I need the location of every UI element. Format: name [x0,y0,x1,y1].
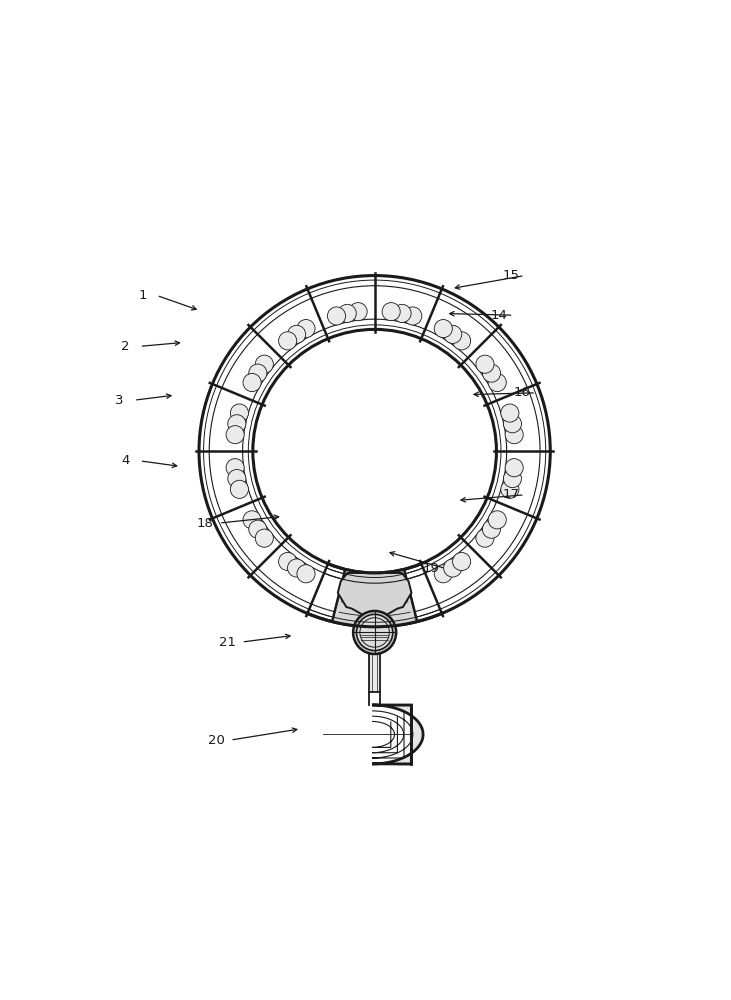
Circle shape [390,580,408,599]
Circle shape [488,373,507,392]
Circle shape [501,404,519,422]
Circle shape [505,426,523,444]
Circle shape [243,373,261,392]
Circle shape [444,325,462,343]
Circle shape [504,415,521,433]
Circle shape [393,304,411,322]
Circle shape [501,480,519,498]
Circle shape [297,565,315,583]
Circle shape [228,470,246,488]
Circle shape [504,470,521,488]
Circle shape [349,303,367,321]
Circle shape [444,559,462,577]
Circle shape [243,511,261,529]
Circle shape [353,611,396,654]
Bar [360,630,390,642]
Circle shape [482,520,501,538]
Circle shape [287,325,306,343]
Circle shape [434,565,452,583]
Circle shape [357,614,393,651]
Polygon shape [332,569,417,627]
Circle shape [226,426,244,444]
Circle shape [452,552,471,571]
Circle shape [366,583,384,601]
Circle shape [488,511,507,529]
Text: 19: 19 [423,562,440,575]
Polygon shape [372,705,423,764]
Text: 3: 3 [115,394,124,407]
Circle shape [230,404,249,422]
Circle shape [297,320,315,338]
Polygon shape [338,573,412,651]
Circle shape [505,459,523,477]
Circle shape [255,355,273,373]
Circle shape [279,332,297,350]
Circle shape [255,529,273,547]
Text: 21: 21 [219,636,236,649]
Circle shape [327,307,346,325]
Circle shape [230,480,249,498]
Circle shape [482,364,501,382]
Circle shape [404,307,422,325]
Text: 14: 14 [491,309,508,322]
Circle shape [249,520,267,538]
Text: 20: 20 [208,734,224,747]
Circle shape [382,303,400,321]
Circle shape [228,415,246,433]
Text: 4: 4 [121,454,129,467]
Circle shape [338,304,356,322]
Circle shape [279,552,297,571]
Bar [369,654,380,692]
Circle shape [249,364,267,382]
Text: 2: 2 [121,340,129,353]
Text: 16: 16 [513,386,531,399]
Circle shape [476,529,494,547]
Text: 17: 17 [502,488,519,501]
Circle shape [287,559,306,577]
Text: 18: 18 [196,517,213,530]
Text: 1: 1 [138,289,147,302]
Text: 15: 15 [502,269,519,282]
Circle shape [476,355,494,373]
Circle shape [341,580,360,599]
Circle shape [226,459,244,477]
Circle shape [452,332,471,350]
Circle shape [434,320,452,338]
